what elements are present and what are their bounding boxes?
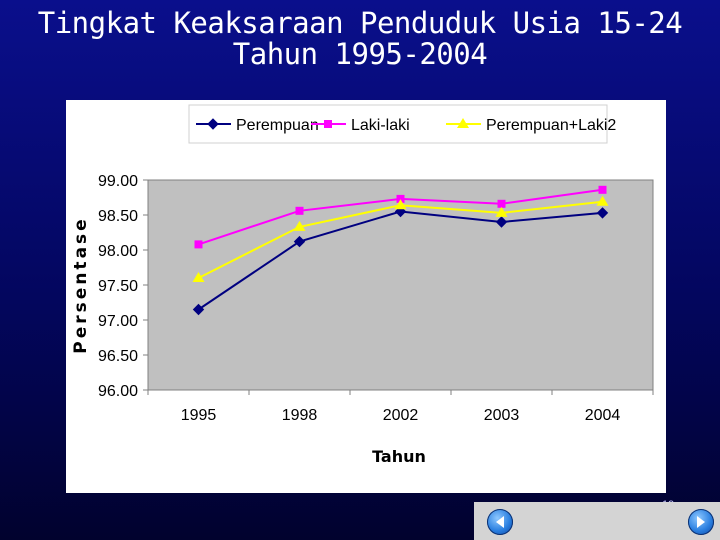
legend-label: Perempuan+Laki2: [486, 117, 616, 134]
y-axis: 99.00 98.50 98.00 97.50 97.00 96.50 96.00: [98, 173, 149, 400]
x-tick-label: 1995: [181, 407, 217, 424]
x-tick-label: 2004: [585, 407, 621, 424]
legend-marker: [324, 120, 332, 128]
x-tick-label: 2003: [484, 407, 520, 424]
y-tick-label: 97.50: [98, 278, 138, 295]
y-tick-label: 96.50: [98, 348, 138, 365]
title-line-1: Tingkat Keaksaraan Penduduk Usia 15-24: [37, 6, 683, 40]
title-line-2: Tahun 1995-2004: [232, 37, 488, 71]
data-point: [596, 195, 609, 206]
legend-marker: [457, 118, 469, 128]
data-point: [497, 199, 506, 208]
data-point: [495, 206, 508, 217]
x-tick-label: 2002: [383, 407, 419, 424]
y-tick-label: 98.50: [98, 208, 138, 225]
data-point: [293, 220, 306, 231]
data-point: [394, 199, 407, 210]
chart-frame: Perempuan Laki-laki Perempuan+Laki2 99.00 9…: [66, 100, 666, 493]
y-tick-label: 98.00: [98, 243, 138, 260]
data-point: [293, 235, 306, 248]
y-tick-label: 97.00: [98, 313, 138, 330]
data-point: [295, 206, 304, 215]
triangle-right-icon: [697, 516, 705, 528]
series-layer: [192, 185, 609, 316]
legend-box: [188, 104, 608, 144]
legend-marker: [207, 118, 219, 130]
x-axis: 1995 1998 2002 2003 2004: [147, 389, 654, 424]
line-chart: Perempuan Laki-laki Perempuan+Laki2 99.009…: [71, 104, 654, 466]
previous-slide-button[interactable]: [487, 509, 513, 535]
data-point: [598, 185, 607, 194]
y-tick-label: 96.00: [98, 383, 138, 400]
legend-label: Perempuan: [236, 117, 319, 134]
data-point: [194, 240, 203, 249]
next-slide-button[interactable]: [688, 509, 714, 535]
y-axis-label: Persentase: [71, 216, 91, 353]
data-point: [596, 207, 609, 219]
slide-title: Tingkat Keaksaraan Penduduk Usia 15-24 T…: [0, 8, 720, 70]
legend-label: Laki-laki: [351, 117, 410, 134]
legend: Perempuan Laki-laki Perempuan+Laki2: [188, 104, 616, 144]
data-point: [192, 303, 205, 316]
navigation-bar: [474, 502, 720, 540]
data-point: [495, 216, 508, 228]
y-tick-label: 99.00: [98, 173, 138, 190]
data-point: [396, 194, 405, 203]
x-tick-label: 1998: [282, 407, 318, 424]
triangle-left-icon: [496, 516, 504, 528]
data-point: [192, 272, 205, 282]
x-axis-label: Tahun: [372, 447, 426, 466]
